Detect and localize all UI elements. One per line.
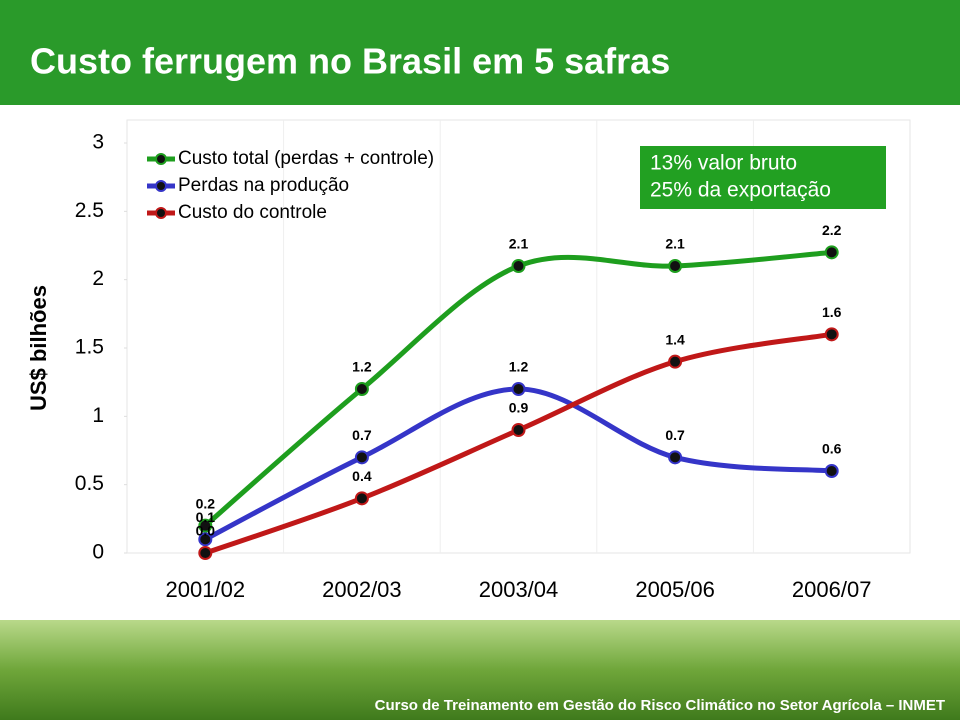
title-bar	[0, 0, 960, 105]
marker	[511, 382, 526, 396]
data-label: 0.4	[352, 468, 372, 484]
y-tick-label: 0	[92, 541, 104, 564]
legend-marker	[155, 153, 167, 165]
data-label: 0.9	[509, 400, 529, 416]
marker	[198, 546, 213, 560]
data-label: 0.2	[196, 495, 216, 511]
data-label: 0.7	[352, 427, 372, 443]
data-label: 1.2	[352, 359, 372, 375]
marker	[824, 327, 839, 342]
legend-marker	[155, 207, 167, 219]
y-tick-label: 3	[92, 131, 104, 154]
x-tick-label: 2002/03	[322, 577, 402, 602]
data-label: 1.4	[665, 331, 685, 347]
y-tick-label: 2.5	[75, 199, 104, 222]
legend-label: Custo total (perdas + controle)	[178, 148, 434, 169]
data-label: 1.2	[509, 359, 529, 375]
data-label: 0.0	[196, 523, 216, 539]
x-tick-label: 2006/07	[792, 577, 872, 602]
marker	[824, 464, 839, 478]
marker	[198, 518, 213, 533]
data-label: 2.2	[822, 222, 842, 238]
y-tick-label: 2	[92, 267, 104, 290]
x-tick-label: 2005/06	[635, 577, 715, 602]
marker	[354, 491, 369, 506]
marker	[511, 259, 526, 273]
series-line	[203, 249, 832, 528]
data-label: 0.6	[822, 441, 842, 457]
legend-label: Custo do controle	[178, 202, 327, 223]
marker	[354, 450, 369, 465]
grass-footer	[0, 620, 960, 720]
footer: Curso de Treinamento em Gestão do Risco …	[375, 697, 945, 714]
annotation-box	[640, 146, 886, 209]
data-label: 2.1	[509, 236, 529, 252]
marker	[824, 245, 839, 260]
annotation-text: 25% da exportação	[650, 179, 831, 202]
annotation-text: 13% valor bruto	[650, 152, 797, 175]
x-tick-label: 2003/04	[479, 577, 559, 602]
legend-marker	[155, 180, 167, 192]
marker	[511, 423, 526, 437]
y-tick-label: 1.5	[75, 336, 104, 359]
x-tick-label: 2001/02	[166, 577, 246, 602]
data-label: 1.6	[822, 304, 842, 320]
y-tick-label: 1	[92, 404, 104, 427]
data-label: 0.7	[665, 427, 685, 443]
y-tick-label: 0.5	[75, 472, 104, 495]
marker	[198, 532, 213, 547]
marker	[668, 354, 683, 369]
marker	[354, 382, 369, 396]
title: Custo ferrugem no Brasil em 5 safras	[30, 41, 670, 82]
data-label: 2.1	[665, 236, 685, 252]
y-axis-label: US$ bilhões	[26, 285, 51, 411]
legend-label: Perdas na produção	[178, 175, 349, 196]
data-label: 0.1	[196, 509, 216, 525]
marker	[668, 450, 683, 465]
marker	[668, 259, 683, 273]
